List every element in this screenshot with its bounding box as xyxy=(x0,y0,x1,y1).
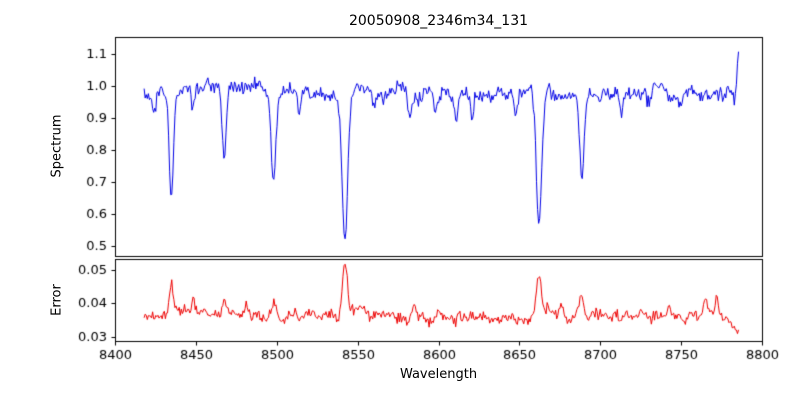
y-axis-label-spectrum: Spectrum xyxy=(49,114,65,178)
chart-title: 20050908_2346m34_131 xyxy=(348,13,529,29)
y-axis-label-error: Error xyxy=(49,284,65,316)
x-axis-label: Wavelength xyxy=(399,367,478,382)
